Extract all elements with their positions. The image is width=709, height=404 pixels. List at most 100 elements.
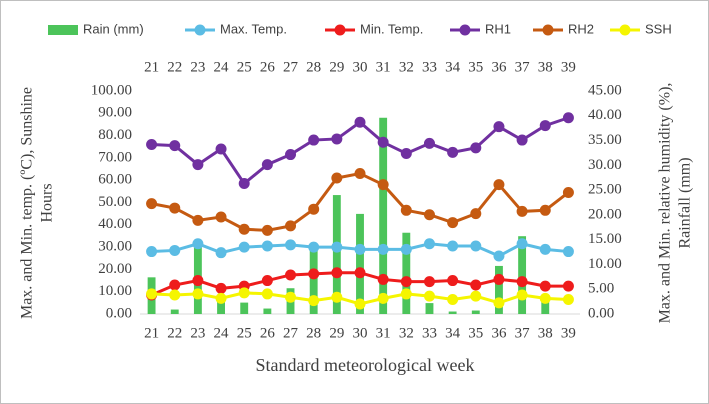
x-top-tick-label: 21 [144, 59, 159, 75]
marker [562, 294, 574, 306]
x-tick-label: 29 [329, 325, 344, 341]
marker [285, 291, 297, 303]
bar [332, 195, 341, 314]
marker [215, 247, 227, 259]
marker [400, 276, 412, 288]
y-tick-label: 100.00 [91, 82, 132, 98]
bar [541, 298, 550, 314]
legend-swatch [48, 25, 78, 35]
marker [423, 209, 435, 221]
bar [217, 298, 225, 314]
marker [169, 140, 181, 152]
y2-tick-label: 30.00 [588, 157, 622, 173]
marker [562, 280, 574, 292]
x-top-tick-label: 38 [538, 59, 553, 75]
marker [516, 134, 528, 146]
bar [448, 311, 457, 314]
marker [470, 290, 482, 302]
y-axis-title-line: Hours [39, 183, 56, 222]
marker [400, 243, 412, 255]
marker [146, 198, 158, 210]
marker [285, 239, 297, 251]
marker [354, 267, 366, 279]
y-tick-label: 30.00 [98, 239, 132, 255]
x-top-tick-label: 35 [468, 59, 483, 75]
marker [331, 172, 343, 184]
bar [518, 236, 527, 314]
marker [447, 294, 459, 306]
marker [400, 147, 412, 159]
y2-axis-title: Max. and Min. relative humidity (%), Rai… [657, 83, 694, 324]
marker [377, 292, 389, 304]
marker [285, 149, 297, 161]
marker [192, 214, 204, 226]
marker [447, 217, 459, 229]
y2-axis-title-line: Rainfall (mm) [677, 157, 694, 248]
x-tick-label: 37 [515, 325, 531, 341]
x-tick-label: 25 [237, 325, 252, 341]
marker [562, 246, 574, 258]
y2-axis-title-line: Max. and Min. relative humidity (%), [657, 83, 674, 324]
marker [354, 168, 366, 180]
y2-tick-label: 45.00 [588, 82, 622, 98]
legend-label: RH1 [485, 21, 511, 36]
x-tick-label: 33 [422, 325, 437, 341]
legend-label: Max. Temp. [220, 21, 287, 36]
marker [423, 137, 435, 149]
x-tick-label: 26 [260, 325, 276, 341]
marker [261, 288, 273, 300]
x-top-tick-label: 26 [260, 59, 276, 75]
marker [493, 179, 505, 191]
marker [470, 142, 482, 154]
y-axis-title-line: Max. and Min. temp. (ºC), Sunshine [19, 87, 36, 319]
x-tick-label: 30 [353, 325, 368, 341]
marker [215, 282, 227, 294]
legend-marker [459, 24, 471, 36]
y-tick-label: 70.00 [98, 149, 132, 165]
marker [169, 289, 181, 301]
marker [539, 292, 551, 304]
marker [192, 238, 204, 250]
bar [402, 232, 411, 314]
x-tick-label: 21 [144, 325, 159, 341]
marker [377, 136, 389, 148]
legend-label: RH2 [568, 21, 594, 36]
marker [377, 243, 389, 255]
marker [423, 290, 435, 302]
bar [240, 302, 249, 314]
x-tick-label: 22 [167, 325, 182, 341]
marker [169, 202, 181, 214]
legend-marker [619, 24, 631, 36]
x-top-tick-label: 22 [167, 59, 182, 75]
marker [308, 268, 320, 280]
y-tick-label: 0.00 [106, 305, 132, 321]
marker [470, 240, 482, 252]
x-tick-label: 31 [376, 325, 391, 341]
marker [215, 292, 227, 304]
legend-label: SSH [645, 21, 672, 36]
marker [285, 269, 297, 281]
marker [308, 203, 320, 215]
x-top-tick-label: 29 [329, 59, 344, 75]
marker [377, 179, 389, 191]
marker [493, 297, 505, 309]
x-tick-label: 23 [190, 325, 205, 341]
marker [169, 279, 181, 291]
x-tick-label: 38 [538, 325, 553, 341]
marker [331, 291, 343, 303]
x-tick-label: 39 [561, 325, 576, 341]
marker [447, 240, 459, 252]
x-top-tick-label: 30 [353, 59, 368, 75]
marker [238, 223, 250, 235]
marker [261, 224, 273, 236]
x-top-tick-label: 34 [445, 59, 461, 75]
marker [562, 112, 574, 124]
x-top-tick-label: 33 [422, 59, 437, 75]
y2-tick-label: 35.00 [588, 132, 622, 148]
bar [495, 265, 503, 314]
bar [379, 117, 388, 314]
x-tick-label: 27 [283, 325, 299, 341]
y2-tick-label: 5.00 [588, 281, 614, 297]
